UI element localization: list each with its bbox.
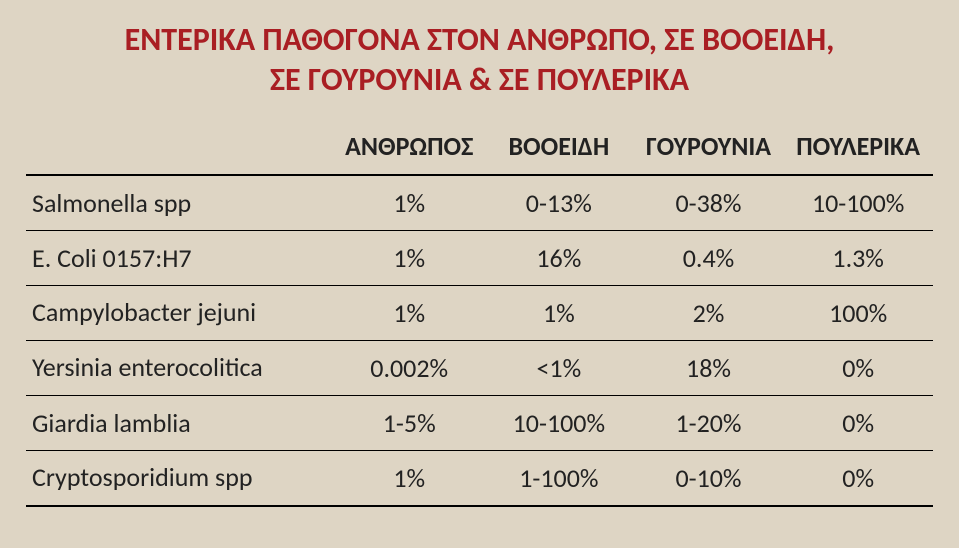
cell: 1% <box>334 231 484 286</box>
col-header-pigs: ΓΟΥΡΟΥΝΙΑ <box>634 122 784 175</box>
slide: ΕΝΤΕΡΙΚΑ ΠΑΘΟΓΟΝΑ ΣΤΟΝ ΑΝΘΡΩΠΟ, ΣΕ ΒΟΟΕΙ… <box>0 0 959 548</box>
cell: 1-20% <box>634 396 784 451</box>
title-line-2: ΣΕ ΓΟΥΡΟΥΝΙΑ & ΣΕ ΠΟΥΛΕΡΙΚΑ <box>270 60 689 99</box>
cell: 0% <box>783 396 933 451</box>
table-row: Cryptosporidium spp 1% 1-100% 0-10% 0% <box>26 451 933 507</box>
cell: 1% <box>334 286 484 341</box>
row-label: E. Coli 0157:H7 <box>26 231 334 286</box>
cell: 1% <box>334 451 484 507</box>
cell: 1-5% <box>334 396 484 451</box>
row-label: Cryptosporidium spp <box>26 451 334 507</box>
cell: 0-13% <box>484 175 634 231</box>
cell: 0% <box>783 341 933 396</box>
cell: 0.002% <box>334 341 484 396</box>
col-header-empty <box>26 122 334 175</box>
table-header-row: ΑΝΘΡΩΠΟΣ ΒΟΟΕΙΔΗ ΓΟΥΡΟΥΝΙΑ ΠΟΥΛΕΡΙΚΑ <box>26 122 933 175</box>
row-label: Giardia lamblia <box>26 396 334 451</box>
cell: 0-10% <box>634 451 784 507</box>
cell: 0.4% <box>634 231 784 286</box>
cell: 18% <box>634 341 784 396</box>
cell: 1% <box>334 175 484 231</box>
row-label: Salmonella spp <box>26 175 334 231</box>
col-header-poultry: ΠΟΥΛΕΡΙΚΑ <box>783 122 933 175</box>
cell: 10-100% <box>484 396 634 451</box>
cell: 0% <box>783 451 933 507</box>
cell: 100% <box>783 286 933 341</box>
cell: 16% <box>484 231 634 286</box>
col-header-human: ΑΝΘΡΩΠΟΣ <box>334 122 484 175</box>
table-row: Yersinia enterocolitica 0.002% <1% 18% 0… <box>26 341 933 396</box>
cell: 1.3% <box>783 231 933 286</box>
table-row: E. Coli 0157:H7 1% 16% 0.4% 1.3% <box>26 231 933 286</box>
row-label: Campylobacter jejuni <box>26 286 334 341</box>
cell: 10-100% <box>783 175 933 231</box>
cell: <1% <box>484 341 634 396</box>
cell: 1% <box>484 286 634 341</box>
col-header-cattle: ΒΟΟΕΙΔΗ <box>484 122 634 175</box>
pathogens-table: ΑΝΘΡΩΠΟΣ ΒΟΟΕΙΔΗ ΓΟΥΡΟΥΝΙΑ ΠΟΥΛΕΡΙΚΑ Sal… <box>26 122 933 507</box>
cell: 2% <box>634 286 784 341</box>
cell: 0-38% <box>634 175 784 231</box>
cell: 1-100% <box>484 451 634 507</box>
table-row: Campylobacter jejuni 1% 1% 2% 100% <box>26 286 933 341</box>
title-line-1: ΕΝΤΕΡΙΚΑ ΠΑΘΟΓΟΝΑ ΣΤΟΝ ΑΝΘΡΩΠΟ, ΣΕ ΒΟΟΕΙ… <box>125 20 835 59</box>
row-label: Yersinia enterocolitica <box>26 341 334 396</box>
table-row: Giardia lamblia 1-5% 10-100% 1-20% 0% <box>26 396 933 451</box>
table-row: Salmonella spp 1% 0-13% 0-38% 10-100% <box>26 175 933 231</box>
slide-title: ΕΝΤΕΡΙΚΑ ΠΑΘΟΓΟΝΑ ΣΤΟΝ ΑΝΘΡΩΠΟ, ΣΕ ΒΟΟΕΙ… <box>26 20 933 100</box>
